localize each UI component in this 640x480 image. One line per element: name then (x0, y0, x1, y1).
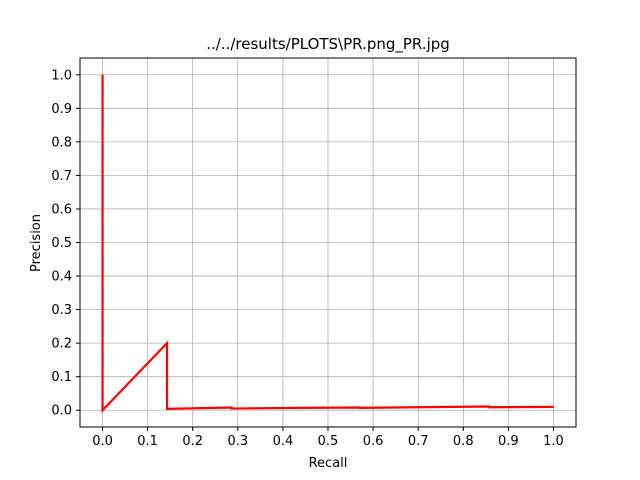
x-axis: 0.0 0.1 0.2 0.3 0.4 0.5 0.6 0.7 0.8 0.9 1.0 (92, 427, 564, 449)
y-axis: 0.0 0.1 0.2 0.3 0.4 0.5 0.6 0.7 0.8 0.9 1.0 (51, 68, 80, 419)
y-tick-label: 0.1 (51, 370, 72, 385)
y-axis-label: Precision (29, 214, 44, 272)
y-tick-label: 0.9 (51, 102, 72, 117)
x-axis-label: Recall (309, 456, 348, 471)
x-tick-label: 0.0 (92, 434, 113, 449)
y-tick-label: 0.6 (51, 202, 72, 217)
pr-curve-line (101, 74, 554, 413)
x-tick-label: 0.6 (363, 434, 384, 449)
x-tick-label: 0.4 (273, 434, 294, 449)
x-tick-label: 1.0 (543, 434, 564, 449)
chart-title: ../../results/PLOTS\PR.png_PR.jpg (206, 35, 450, 54)
x-tick-label: 0.9 (498, 434, 519, 449)
series-layer (101, 74, 554, 413)
y-tick-label: 0.2 (51, 337, 72, 352)
y-tick-label: 0.7 (51, 169, 72, 184)
y-tick-label: 0.8 (51, 135, 72, 150)
x-tick-label: 0.5 (318, 434, 339, 449)
x-tick-label: 0.1 (137, 434, 158, 449)
y-tick-label: 0.3 (51, 303, 72, 318)
grid (80, 58, 576, 427)
y-tick-label: 0.5 (51, 236, 72, 251)
y-tick-label: 0.4 (51, 270, 72, 285)
y-tick-label: 0.0 (51, 404, 72, 419)
x-tick-label: 0.7 (408, 434, 429, 449)
x-tick-label: 0.8 (453, 434, 474, 449)
y-tick-label: 1.0 (51, 68, 72, 83)
x-tick-label: 0.3 (227, 434, 248, 449)
x-tick-label: 0.2 (182, 434, 203, 449)
